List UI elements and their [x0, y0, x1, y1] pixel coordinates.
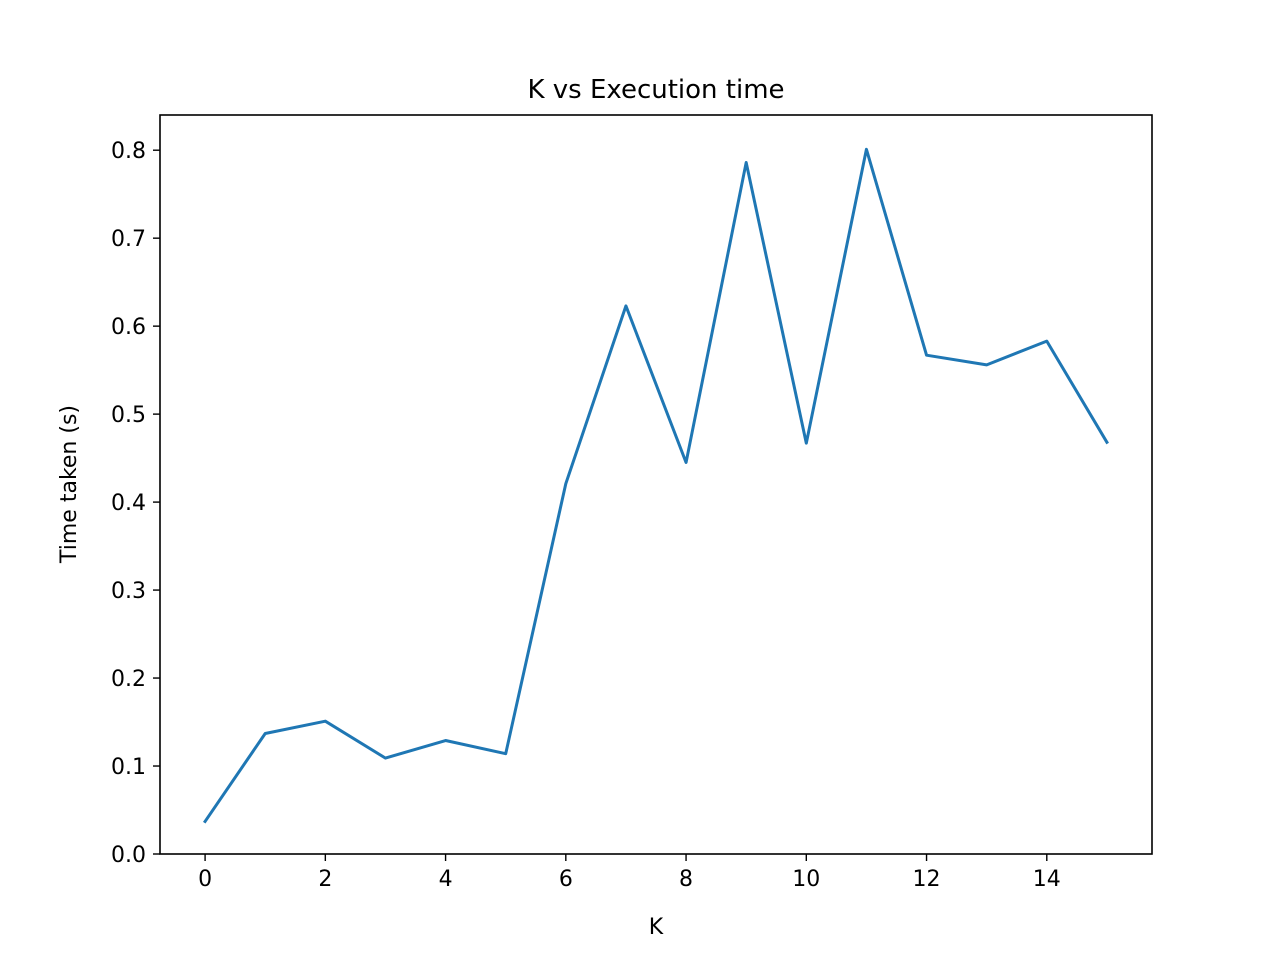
- x-tick-label: 0: [198, 867, 212, 892]
- x-tick-label: 2: [318, 867, 332, 892]
- y-axis-label: Time taken (s): [57, 405, 82, 564]
- series-line-0: [203, 147, 1109, 824]
- x-axis-ticks: 0 2 4 6 8 10 12 14: [198, 854, 1061, 892]
- x-tick-label: 10: [792, 867, 820, 892]
- x-tick-label: 8: [679, 867, 693, 892]
- axes-frame: [159, 114, 1153, 855]
- y-tick-label: 0.3: [111, 579, 146, 604]
- x-axis-label: K: [649, 915, 664, 940]
- y-axis-ticks: 0.0 0.1 0.2 0.3 0.4 0.5 0.6 0.7 0.8: [111, 139, 160, 868]
- y-tick-label: 0.2: [111, 667, 146, 692]
- y-tick-label: 0.7: [111, 227, 146, 252]
- x-tick-label: 6: [559, 867, 573, 892]
- y-tick-label: 0.1: [111, 755, 146, 780]
- chart-title: K vs Execution time: [527, 75, 784, 105]
- y-tick-label: 0.6: [111, 315, 146, 340]
- y-tick-label: 0.0: [111, 843, 146, 868]
- y-tick-label: 0.8: [111, 139, 146, 164]
- y-tick-label: 0.5: [111, 403, 146, 428]
- x-tick-label: 14: [1033, 867, 1061, 892]
- x-tick-label: 4: [439, 867, 453, 892]
- y-tick-label: 0.4: [111, 491, 146, 516]
- x-tick-label: 12: [913, 867, 941, 892]
- plot-area: [203, 147, 1109, 824]
